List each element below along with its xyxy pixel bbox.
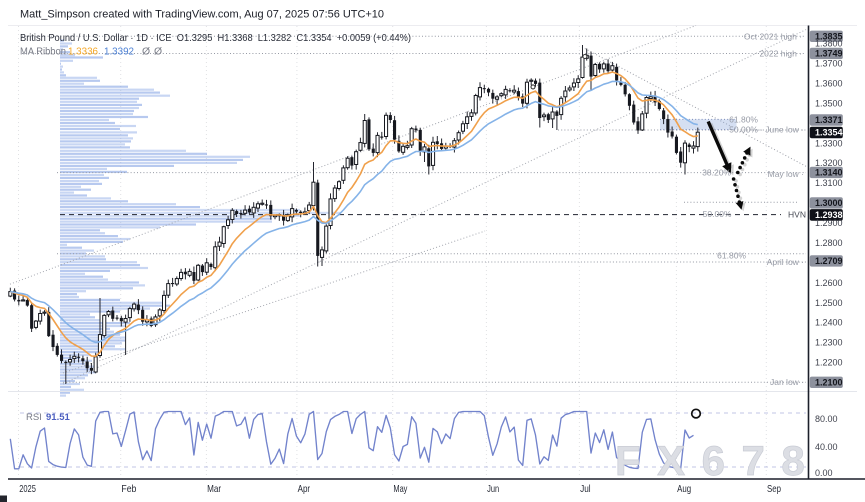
svg-text:40.00: 40.00 [815, 442, 838, 452]
svg-text:Jun: Jun [487, 483, 499, 495]
svg-text:1.3300: 1.3300 [815, 138, 843, 148]
svg-text:1.3749: 1.3749 [815, 49, 843, 59]
svg-text:Ø: Ø [154, 47, 162, 58]
svg-text:1.2200: 1.2200 [815, 358, 843, 368]
svg-text:Mar: Mar [207, 483, 221, 495]
svg-text:1.3000: 1.3000 [815, 198, 843, 208]
svg-text:Jul: Jul [580, 483, 591, 495]
svg-text:Ø: Ø [142, 47, 150, 58]
svg-text:1.3336: 1.3336 [68, 47, 98, 58]
svg-text:RSI: RSI [26, 412, 42, 423]
svg-text:1.3500: 1.3500 [815, 98, 843, 108]
svg-text:MA Ribbon: MA Ribbon [20, 47, 66, 58]
svg-text:0.00: 0.00 [815, 468, 833, 478]
svg-text:61.80%: 61.80% [729, 115, 758, 125]
svg-text:1.3835: 1.3835 [815, 32, 843, 42]
svg-text:2022 high ·: 2022 high · [759, 49, 802, 59]
svg-text:61.80%: 61.80% [717, 250, 746, 260]
svg-text:1.3371: 1.3371 [815, 115, 843, 125]
svg-text:Aug: Aug [677, 483, 691, 495]
svg-text:Feb: Feb [121, 483, 136, 495]
svg-text:2025: 2025 [19, 483, 36, 495]
svg-text:1.3700: 1.3700 [815, 58, 843, 68]
svg-text:Jan low ·: Jan low · [770, 377, 804, 387]
svg-text:May: May [393, 483, 408, 495]
svg-text:91.51: 91.51 [46, 412, 70, 423]
svg-text:1.2938: 1.2938 [815, 210, 843, 220]
svg-text:1.3600: 1.3600 [815, 78, 843, 88]
svg-text:1.2500: 1.2500 [815, 298, 843, 308]
svg-text:1.2100: 1.2100 [815, 378, 843, 388]
svg-text:1.2300: 1.2300 [815, 338, 843, 348]
svg-text:50.00%: 50.00% [703, 209, 732, 219]
svg-text:1.2400: 1.2400 [815, 318, 843, 328]
svg-text:1.3354: 1.3354 [815, 128, 843, 138]
svg-text:1.3200: 1.3200 [815, 158, 843, 168]
svg-text:1.3392: 1.3392 [104, 47, 134, 58]
svg-text:1.2600: 1.2600 [815, 278, 843, 288]
svg-text:1.3140: 1.3140 [815, 168, 843, 178]
svg-text:1.3100: 1.3100 [815, 178, 843, 188]
svg-text:May low ·: May low · [768, 169, 804, 179]
svg-text:1.3800: 1.3800 [815, 39, 843, 49]
svg-text:April low ·: April low · [767, 257, 804, 267]
svg-text:38.20%: 38.20% [702, 168, 731, 178]
svg-text:1.2709: 1.2709 [815, 256, 843, 266]
svg-text:HVN: HVN [788, 209, 806, 219]
svg-text:1.2900: 1.2900 [815, 218, 843, 228]
svg-text:British Pound / U.S. Dollar ·: British Pound / U.S. Dollar · 1D · ICE O… [20, 33, 411, 44]
svg-text:···· June low ·: ···· June low · [752, 125, 804, 135]
svg-text:Oct 2021 high ·: Oct 2021 high · [744, 31, 802, 41]
svg-text:Apr: Apr [298, 483, 311, 495]
svg-text:Matt_Simpson created with Trad: Matt_Simpson created with TradingView.co… [20, 9, 384, 21]
svg-text:Sep: Sep [767, 483, 781, 495]
svg-text:FX678: FX678 [615, 437, 821, 484]
svg-text:80.00: 80.00 [815, 414, 838, 424]
svg-text:1.2800: 1.2800 [815, 238, 843, 248]
svg-text:50.00%: 50.00% [729, 125, 758, 135]
